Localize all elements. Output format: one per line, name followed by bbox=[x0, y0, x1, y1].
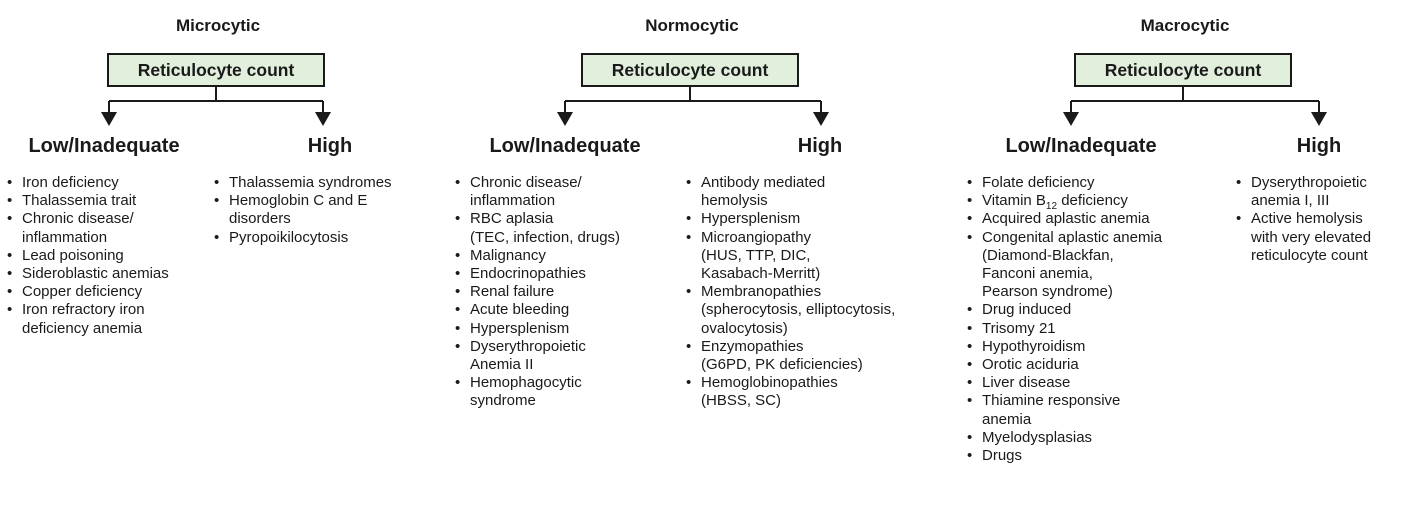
cause-item: Myelodysplasias bbox=[966, 429, 1162, 447]
branch-connector bbox=[557, 87, 829, 126]
cause-item: Acquired aplastic anemia bbox=[966, 210, 1162, 228]
low-cause-list: Folate deficiency Vitamin B12 deficiency… bbox=[966, 174, 1162, 465]
cause-item: Trisomy 21 bbox=[966, 320, 1162, 338]
cause-item: Hypersplenism bbox=[454, 320, 620, 338]
arrowhead-right bbox=[315, 112, 331, 126]
cause-item: Folate deficiency bbox=[966, 174, 1162, 192]
arrowhead-right bbox=[1311, 112, 1327, 126]
reticulocyte-count-box: Reticulocyte count bbox=[581, 53, 799, 87]
cause-item: Orotic aciduria bbox=[966, 356, 1162, 374]
cause-item: Membranopathies(spherocytosis, elliptocy… bbox=[685, 283, 895, 338]
cause-item: Drugs bbox=[966, 447, 1162, 465]
cause-item: Hemoglobinopathies(HBSS, SC) bbox=[685, 374, 895, 410]
panel-title: Normocytic bbox=[645, 16, 739, 35]
low-cause-list: Chronic disease/inflammation RBC aplasia… bbox=[454, 174, 620, 411]
branch-label-high: High bbox=[307, 135, 353, 157]
cause-item: Acute bleeding bbox=[454, 301, 620, 319]
cause-item: Liver disease bbox=[966, 374, 1162, 392]
reticulocyte-count-box: Reticulocyte count bbox=[1074, 53, 1292, 87]
branch-label-high: High bbox=[797, 135, 843, 157]
cause-item: Microangiopathy(HUS, TTP, DIC,Kasabach-M… bbox=[685, 229, 895, 284]
cause-item: Chronic disease/inflammation bbox=[6, 210, 169, 246]
arrowhead-right bbox=[813, 112, 829, 126]
reticulocyte-count-box: Reticulocyte count bbox=[107, 53, 325, 87]
panel-microcytic: Microcytic Reticulocyte count Low/Inadeq… bbox=[0, 0, 440, 525]
branch-label-high: High bbox=[1296, 135, 1342, 157]
cause-item: Copper deficiency bbox=[6, 283, 169, 301]
cause-item: Drug induced bbox=[966, 301, 1162, 319]
panel-title: Microcytic bbox=[175, 16, 261, 35]
low-cause-list: Iron deficiency Thalassemia trait Chroni… bbox=[6, 174, 169, 338]
cause-item: Hypothyroidism bbox=[966, 338, 1162, 356]
cause-item: Hypersplenism bbox=[685, 210, 895, 228]
arrowhead-left bbox=[101, 112, 117, 126]
branch-label-low: Low/Inadequate bbox=[1005, 135, 1157, 157]
cause-item: Endocrinopathies bbox=[454, 265, 620, 283]
panel-macrocytic: Macrocytic Reticulocyte count Low/Inadeq… bbox=[966, 0, 1406, 525]
cause-item: Thalassemia syndromes bbox=[213, 174, 392, 192]
branch-connector bbox=[101, 87, 331, 126]
cause-item: Chronic disease/inflammation bbox=[454, 174, 620, 210]
high-cause-list: Thalassemia syndromes Hemoglobin C and E… bbox=[213, 174, 392, 247]
cause-item: Lead poisoning bbox=[6, 247, 169, 265]
branch-connector bbox=[1063, 87, 1327, 126]
cause-item: Sideroblastic anemias bbox=[6, 265, 169, 283]
cause-item: Thalassemia trait bbox=[6, 192, 169, 210]
arrowhead-left bbox=[1063, 112, 1079, 126]
cause-item: Renal failure bbox=[454, 283, 620, 301]
panel-title: Macrocytic bbox=[1140, 16, 1230, 35]
cause-item: Vitamin B12 deficiency bbox=[966, 192, 1162, 213]
branch-label-low: Low/Inadequate bbox=[489, 135, 641, 157]
cause-item: Enzymopathies(G6PD, PK deficiencies) bbox=[685, 338, 895, 374]
branch-label-low: Low/Inadequate bbox=[28, 135, 180, 157]
cause-item: RBC aplasia(TEC, infection, drugs) bbox=[454, 210, 620, 246]
arrowhead-left bbox=[557, 112, 573, 126]
cause-item: Pyropoikilocytosis bbox=[213, 229, 392, 247]
cause-item: Malignancy bbox=[454, 247, 620, 265]
vitamin-b12-text: Vitamin B12 deficiency bbox=[982, 192, 1128, 213]
cause-item: Congenital aplastic anemia(Diamond-Black… bbox=[966, 229, 1162, 302]
cause-item: Iron deficiency bbox=[6, 174, 169, 192]
panel-normocytic: Normocytic Reticulocyte count Low/Inadeq… bbox=[454, 0, 954, 525]
